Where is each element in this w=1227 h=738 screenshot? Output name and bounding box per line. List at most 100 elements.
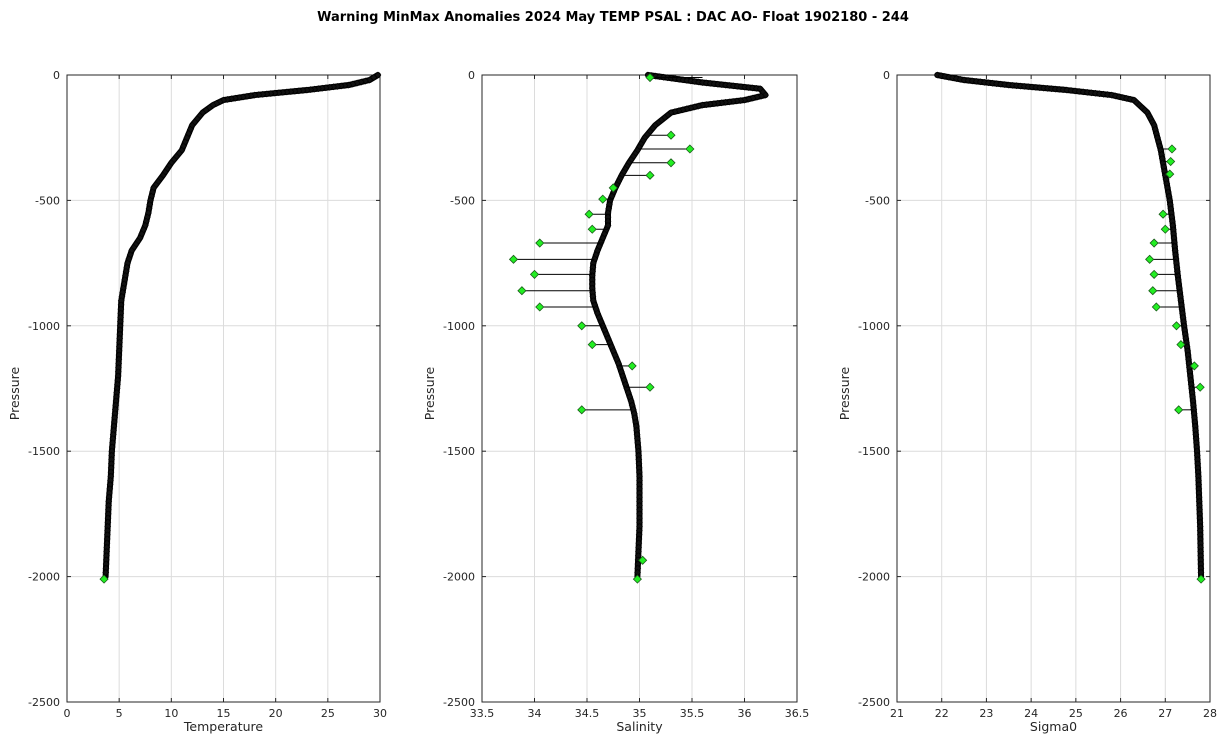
sigma0-profile-point bbox=[1001, 81, 1009, 89]
salinity-profile-point bbox=[749, 94, 757, 102]
temperature-profile-point bbox=[213, 99, 220, 107]
salinity-anomaly-marker bbox=[632, 574, 642, 584]
sigma0-ytick-label: -1000 bbox=[858, 320, 890, 333]
salinity-anomaly-marker bbox=[577, 321, 587, 331]
sigma0-profile-point bbox=[1100, 90, 1107, 98]
salinity-xtick-label: 34 bbox=[528, 707, 542, 720]
sigma0-profile-point bbox=[993, 80, 1001, 88]
sigma0-profile-point bbox=[972, 77, 980, 85]
temperature-profile-point bbox=[374, 71, 382, 79]
sigma0-ytick-label: 0 bbox=[883, 69, 890, 82]
salinity-ytick-label: -1500 bbox=[443, 445, 475, 458]
salinity-anomaly-marker bbox=[517, 286, 527, 296]
sigma0-profile-point bbox=[968, 77, 976, 85]
sigma0-profile-point bbox=[1067, 87, 1075, 94]
salinity-profile-point bbox=[679, 106, 687, 114]
salinity-xtick-label: 35 bbox=[633, 707, 647, 720]
sigma0-panel: 21 22 23 24 25 26 27 28 0 -500 -1000 -1500 -2000 -250… bbox=[837, 69, 1217, 734]
temperature-xtick-label: 30 bbox=[373, 707, 387, 720]
temperature-xtick-label: 20 bbox=[269, 707, 283, 720]
salinity-ytick-label: -2000 bbox=[443, 571, 475, 584]
temperature-xtick-label: 10 bbox=[164, 707, 178, 720]
temperature-profile-point bbox=[361, 77, 369, 85]
salinity-anomaly-marker bbox=[685, 144, 695, 154]
sigma0-profile-point bbox=[1087, 89, 1095, 97]
sigma0-profile-point bbox=[1091, 89, 1099, 97]
sigma0-profile-point bbox=[989, 79, 996, 87]
sigma0-profile-point bbox=[1119, 94, 1127, 101]
temperature-profile-point bbox=[202, 106, 210, 114]
temperature-ytick-label: 0 bbox=[53, 69, 60, 82]
salinity-anomaly-marker bbox=[666, 130, 676, 140]
temperature-xtick-label: 15 bbox=[217, 707, 231, 720]
salinity-anomaly-marker bbox=[645, 72, 655, 83]
axes-root: 0 5 10 15 20 25 30 0 -500 -1000 -1500 -2000 -2500 Tem… bbox=[7, 69, 1217, 734]
temperature-ytick-label: -2000 bbox=[28, 571, 60, 584]
salinity-ytick-label: -2500 bbox=[443, 696, 475, 709]
sigma0-xtick-label: 23 bbox=[979, 707, 993, 720]
temperature-panel: 0 5 10 15 20 25 30 0 -500 -1000 -1500 -2000 -2500 Tem… bbox=[7, 69, 387, 734]
sigma0-anomaly-marker bbox=[1160, 224, 1170, 234]
salinity-xaxis-label: Salinity bbox=[616, 719, 663, 734]
temperature-xtick-label: 5 bbox=[116, 707, 123, 720]
temperature-profile-point bbox=[216, 98, 224, 106]
sigma0-anomaly-marker bbox=[1189, 361, 1199, 371]
sigma0-xtick-label: 21 bbox=[890, 707, 904, 720]
salinity-anomaly-marker bbox=[627, 361, 637, 371]
salinity-anomaly-marker bbox=[666, 158, 676, 168]
sigma0-xtick-label: 25 bbox=[1069, 707, 1083, 720]
salinity-xtick-label: 36 bbox=[738, 707, 752, 720]
salinity-profile-point bbox=[679, 76, 687, 84]
sigma0-anomaly-marker bbox=[1158, 209, 1168, 219]
temperature-profile-point bbox=[247, 92, 255, 100]
sigma0-profile-point bbox=[960, 76, 968, 84]
sigma0-profile-point bbox=[997, 80, 1005, 88]
sigma0-profile-point bbox=[976, 78, 984, 86]
salinity-xtick-label: 36.5 bbox=[785, 707, 810, 720]
salinity-xtick-label: 33.5 bbox=[470, 707, 495, 720]
sigma0-profile-point bbox=[1108, 91, 1116, 99]
sigma0-profile-point bbox=[945, 73, 953, 81]
sigma0-ytick-label: -1500 bbox=[858, 445, 890, 458]
temperature-ytick-label: -500 bbox=[35, 194, 60, 207]
sigma0-profile-point bbox=[1096, 90, 1103, 98]
salinity-xtick-label: 35.5 bbox=[680, 707, 705, 720]
sigma0-anomaly-marker bbox=[1167, 144, 1177, 154]
salinity-profile-point bbox=[745, 95, 753, 103]
sigma0-profile-point bbox=[1079, 88, 1087, 96]
salinity-profile-point bbox=[695, 78, 703, 86]
sigma0-anomaly-marker bbox=[1166, 156, 1176, 167]
temperature-profile-point bbox=[102, 568, 110, 576]
salinity-anomaly-marker bbox=[535, 238, 545, 248]
salinity-anomaly-marker bbox=[587, 340, 597, 350]
salinity-profile-point bbox=[656, 73, 664, 81]
salinity-anomaly-marker bbox=[608, 183, 618, 193]
sigma0-ytick-label: -2000 bbox=[858, 571, 890, 584]
sigma0-anomaly-marker bbox=[1195, 382, 1205, 392]
sigma0-ytick-label: -2500 bbox=[858, 696, 890, 709]
sigma0-anomaly-marker bbox=[1171, 321, 1182, 331]
salinity-panel: 33.5 34 34.5 35 35.5 36 36.5 0 -500 -1000 -1500 -20… bbox=[422, 69, 809, 734]
salinity-profile-point bbox=[683, 76, 691, 84]
sigma0-profile-point bbox=[933, 71, 941, 79]
sigma0-anomaly-marker bbox=[1196, 574, 1206, 584]
sigma0-anomaly-marker bbox=[1145, 254, 1155, 264]
salinity-anomaly-marker bbox=[577, 405, 587, 415]
temperature-yaxis-label: Pressure bbox=[7, 367, 22, 421]
sigma0-anomaly-marker bbox=[1148, 286, 1158, 296]
sigma0-anomaly-marker bbox=[1151, 302, 1161, 312]
sigma0-anomaly-marker bbox=[1149, 269, 1159, 279]
sigma0-ytick-label: -500 bbox=[865, 194, 890, 207]
sigma0-profile-point bbox=[1063, 86, 1071, 94]
sigma0-profile-point bbox=[937, 72, 945, 80]
sigma0-xtick-label: 22 bbox=[935, 707, 949, 720]
sigma0-yaxis-label: Pressure bbox=[837, 367, 852, 421]
temperature-xtick-label: 25 bbox=[321, 707, 335, 720]
salinity-anomaly-marker bbox=[645, 170, 655, 180]
salinity-anomaly-marker bbox=[529, 269, 540, 279]
sigma0-profile-point bbox=[1071, 87, 1079, 95]
salinity-ytick-label: 0 bbox=[468, 69, 475, 82]
sigma0-profile-point bbox=[1083, 88, 1091, 96]
salinity-profile-point bbox=[652, 72, 660, 80]
